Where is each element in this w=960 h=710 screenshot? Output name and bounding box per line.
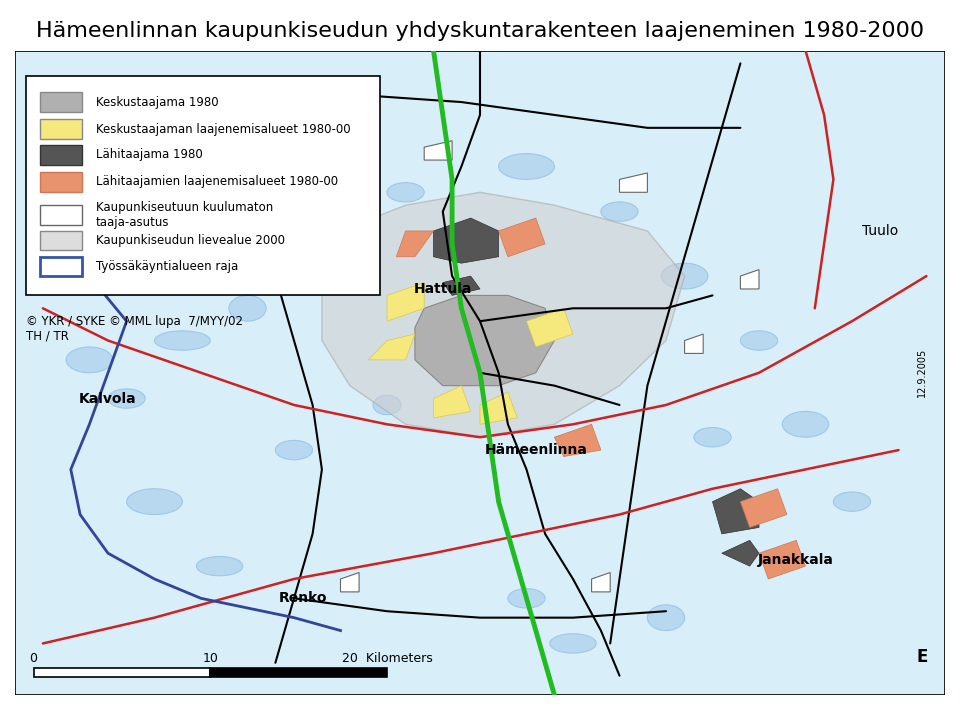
Text: Työssäkäyntialueen raja: Työssäkäyntialueen raja bbox=[96, 260, 238, 273]
Ellipse shape bbox=[508, 589, 545, 608]
Polygon shape bbox=[434, 386, 470, 418]
Ellipse shape bbox=[782, 411, 828, 437]
Bar bbox=[40, 146, 82, 165]
Ellipse shape bbox=[276, 440, 313, 460]
Ellipse shape bbox=[833, 492, 871, 511]
Ellipse shape bbox=[228, 295, 266, 321]
Text: Hattula: Hattula bbox=[414, 282, 472, 296]
Polygon shape bbox=[759, 540, 805, 579]
Polygon shape bbox=[591, 572, 611, 592]
Polygon shape bbox=[387, 283, 424, 321]
Ellipse shape bbox=[387, 182, 424, 202]
Ellipse shape bbox=[155, 331, 210, 350]
Text: E: E bbox=[916, 648, 927, 666]
Bar bbox=[40, 92, 82, 111]
Polygon shape bbox=[619, 173, 647, 192]
Polygon shape bbox=[712, 488, 759, 534]
Text: 12.9.2005: 12.9.2005 bbox=[917, 348, 926, 398]
Text: Keskustaajaman laajenemisalueet 1980-00: Keskustaajaman laajenemisalueet 1980-00 bbox=[96, 123, 350, 136]
Text: 0: 0 bbox=[30, 652, 37, 665]
Text: Tuulo: Tuulo bbox=[862, 224, 898, 238]
Polygon shape bbox=[740, 270, 759, 289]
Text: Kaupunkiseutuun kuulumaton
taaja-asutus: Kaupunkiseutuun kuulumaton taaja-asutus bbox=[96, 201, 274, 229]
Ellipse shape bbox=[740, 331, 778, 350]
Text: Lähitaajama 1980: Lähitaajama 1980 bbox=[96, 148, 203, 161]
Ellipse shape bbox=[661, 263, 708, 289]
Ellipse shape bbox=[108, 389, 145, 408]
Polygon shape bbox=[555, 425, 601, 457]
Text: Hämeenlinnan kaupunkiseudun yhdyskuntarakenteen laajeneminen 1980-2000: Hämeenlinnan kaupunkiseudun yhdyskuntara… bbox=[36, 21, 924, 41]
Ellipse shape bbox=[647, 605, 684, 630]
Polygon shape bbox=[415, 295, 555, 386]
Ellipse shape bbox=[498, 153, 555, 180]
Polygon shape bbox=[722, 540, 759, 566]
Text: Lähitaajamien laajenemisalueet 1980-00: Lähitaajamien laajenemisalueet 1980-00 bbox=[96, 175, 338, 188]
Text: © YKR / SYKE © MML lupa  7/MYY/02
TH / TR: © YKR / SYKE © MML lupa 7/MYY/02 TH / TR bbox=[26, 315, 243, 343]
Bar bbox=[40, 231, 82, 251]
Ellipse shape bbox=[373, 395, 401, 415]
Bar bbox=[40, 205, 82, 224]
Bar bbox=[40, 173, 82, 192]
Ellipse shape bbox=[127, 488, 182, 515]
Polygon shape bbox=[396, 231, 434, 257]
Text: Kaupunkiseudun lievealue 2000: Kaupunkiseudun lievealue 2000 bbox=[96, 234, 285, 247]
Polygon shape bbox=[434, 218, 498, 263]
FancyBboxPatch shape bbox=[26, 76, 379, 295]
Bar bbox=[34, 668, 210, 677]
Polygon shape bbox=[341, 572, 359, 592]
Polygon shape bbox=[498, 218, 545, 257]
Polygon shape bbox=[322, 192, 684, 437]
Polygon shape bbox=[526, 308, 573, 347]
Ellipse shape bbox=[601, 202, 638, 222]
Bar bbox=[40, 119, 82, 138]
Text: 10: 10 bbox=[203, 652, 218, 665]
Polygon shape bbox=[480, 392, 517, 425]
Ellipse shape bbox=[66, 347, 112, 373]
Text: Hämeenlinna: Hämeenlinna bbox=[485, 443, 588, 457]
Text: Janakkala: Janakkala bbox=[758, 552, 834, 567]
Ellipse shape bbox=[197, 557, 243, 576]
Text: Kalvola: Kalvola bbox=[79, 391, 137, 405]
Ellipse shape bbox=[317, 234, 364, 253]
Polygon shape bbox=[424, 141, 452, 160]
Bar bbox=[40, 257, 82, 276]
Polygon shape bbox=[684, 334, 703, 354]
Text: Keskustaajama 1980: Keskustaajama 1980 bbox=[96, 96, 219, 109]
Polygon shape bbox=[443, 276, 480, 295]
Text: 20  Kilometers: 20 Kilometers bbox=[342, 652, 432, 665]
Ellipse shape bbox=[550, 634, 596, 653]
Bar bbox=[210, 668, 387, 677]
Polygon shape bbox=[369, 334, 415, 360]
Ellipse shape bbox=[694, 427, 732, 447]
Text: Renko: Renko bbox=[279, 591, 327, 606]
Polygon shape bbox=[740, 488, 787, 528]
